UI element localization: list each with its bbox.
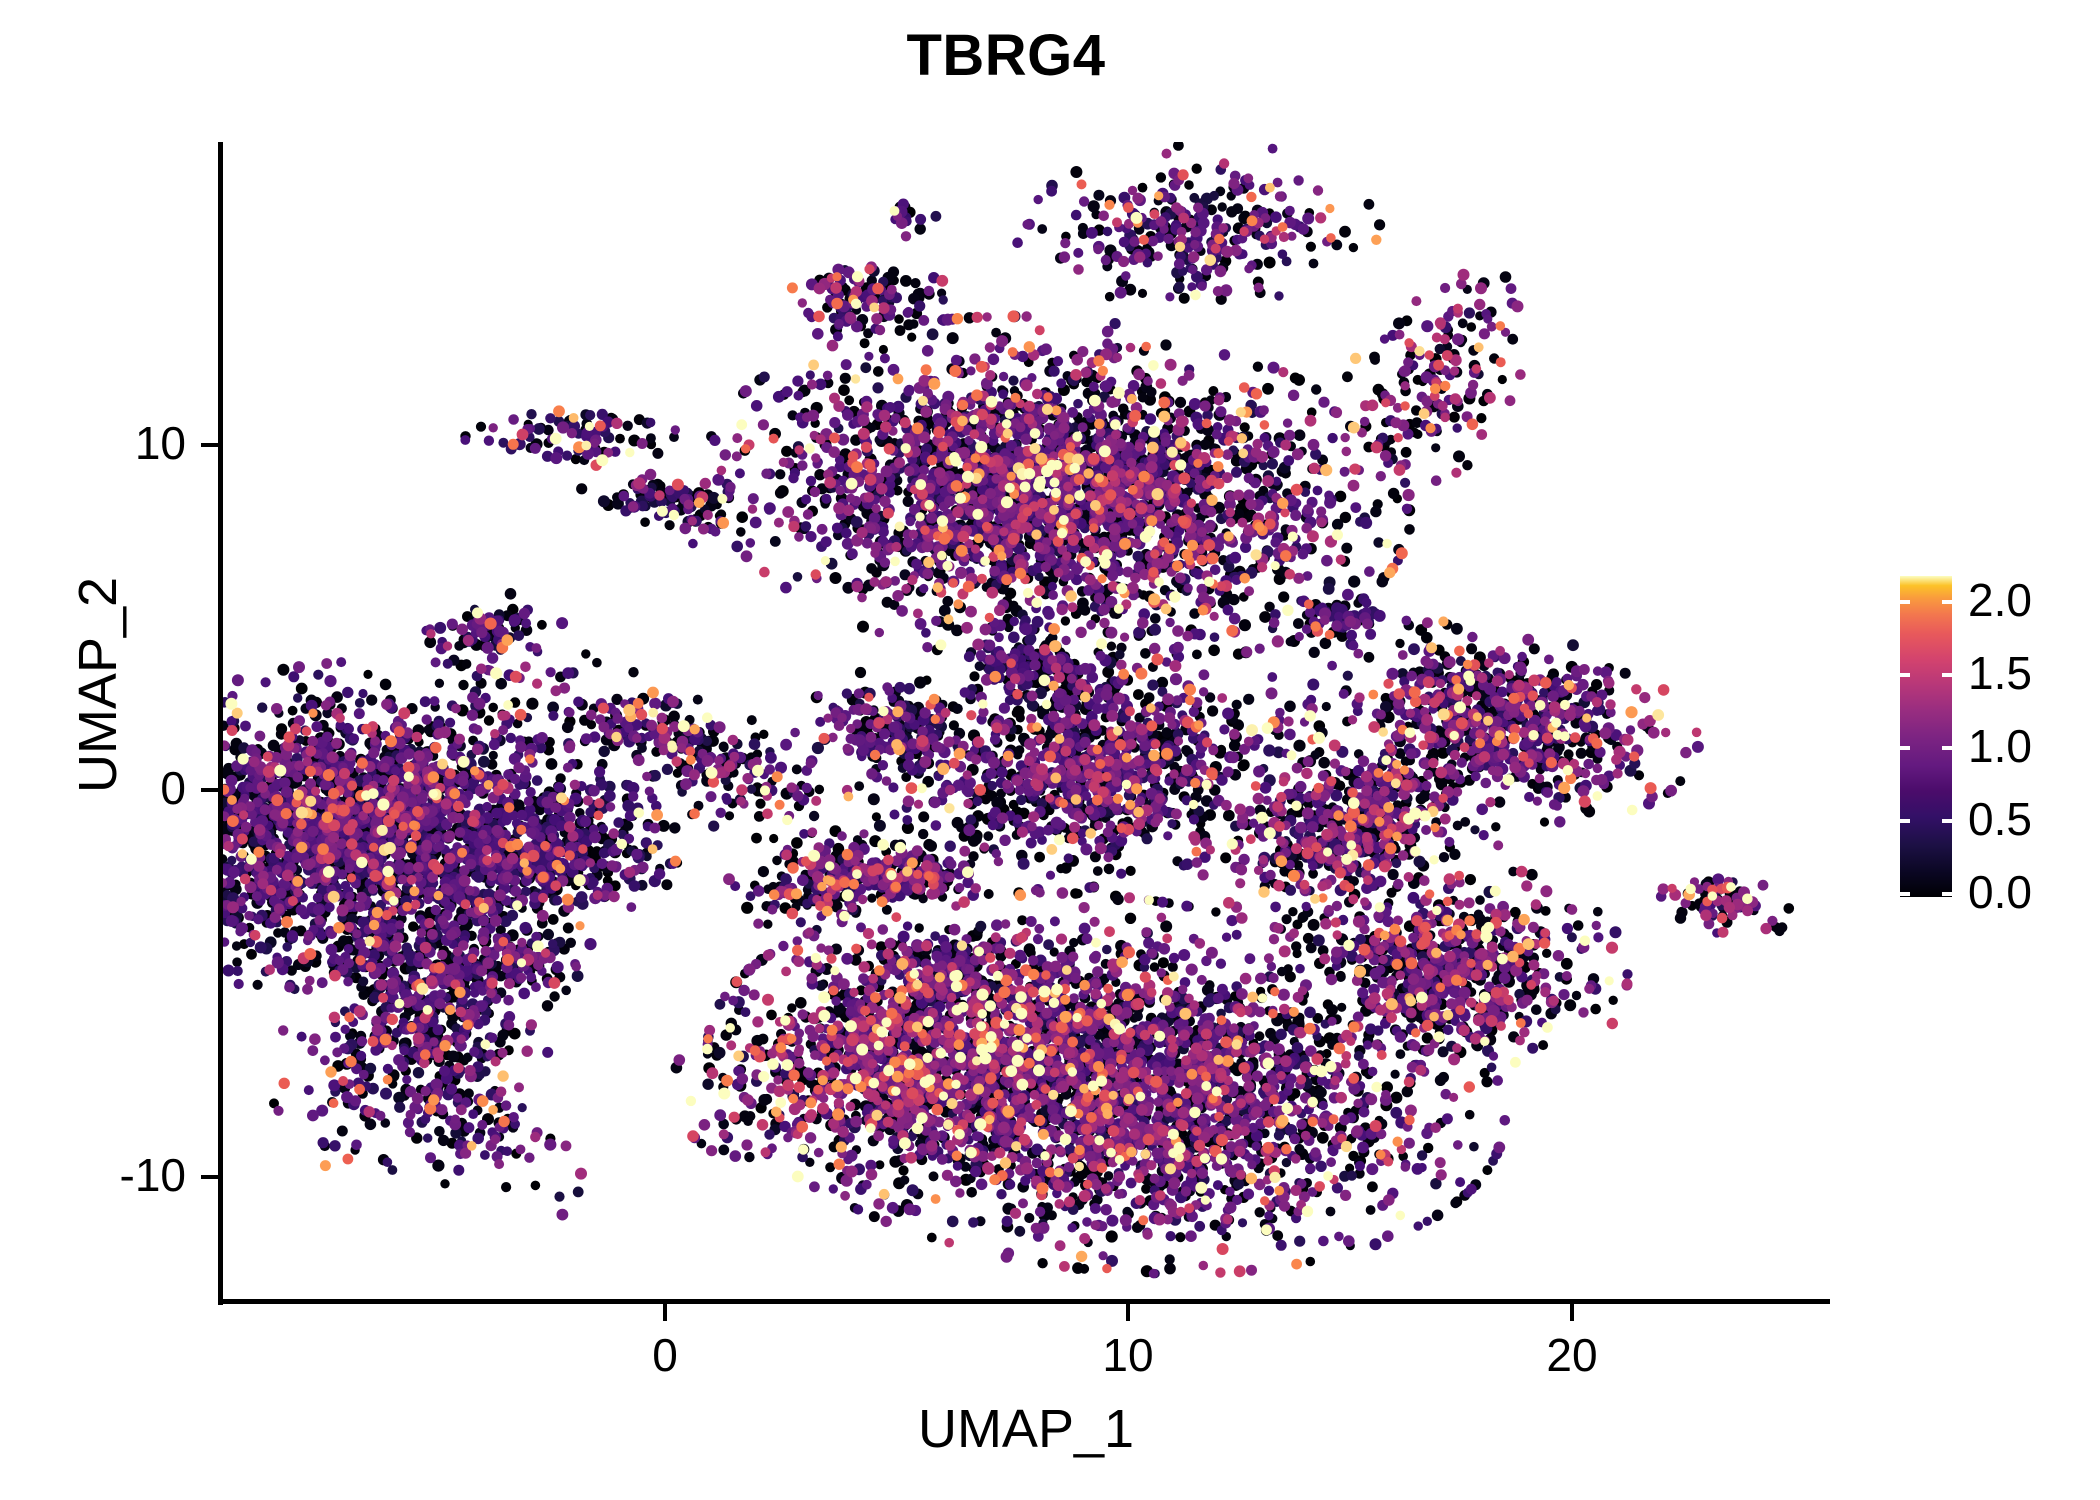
colorbar-label: 0.5 — [1968, 793, 2032, 845]
colorbar-tick — [1900, 673, 1910, 677]
y-tick-label: -10 — [119, 1149, 186, 1201]
x-tick-mark — [1126, 1304, 1130, 1321]
colorbar-tick — [1942, 892, 1952, 896]
y-tick-mark — [201, 1175, 218, 1179]
y-axis-label: UMAP_2 — [68, 576, 128, 794]
scatter-points-layer — [222, 142, 1830, 1301]
colorbar-tick — [1942, 600, 1952, 604]
colorbar-label: 0.0 — [1968, 866, 2032, 918]
colorbar-tick — [1900, 819, 1910, 823]
colorbar-tick — [1900, 892, 1910, 896]
colorbar-tick — [1942, 673, 1952, 677]
colorbar-label: 1.5 — [1968, 647, 2032, 699]
page-title: TBRG4 — [906, 23, 1106, 88]
x-tick-mark — [663, 1304, 667, 1321]
y-tick-mark — [201, 443, 218, 447]
colorbar-gradient — [1900, 576, 1952, 897]
scatter-svg — [222, 142, 1795, 1279]
x-tick-label: 0 — [652, 1329, 678, 1381]
y-tick-mark — [201, 788, 218, 792]
x-axis-line — [218, 1299, 1830, 1304]
colorbar-label: 2.0 — [1968, 574, 2032, 626]
x-tick-label: 10 — [1102, 1329, 1154, 1381]
x-tick-mark — [1570, 1304, 1574, 1321]
colorbar-tick — [1942, 746, 1952, 750]
y-axis-label-wrapper: UMAP_2 — [63, 105, 133, 1265]
y-axis-line — [218, 142, 223, 1305]
colorbar-tick — [1900, 746, 1910, 750]
y-tick-label: 0 — [160, 762, 186, 814]
x-axis-label: UMAP_1 — [917, 1399, 1135, 1459]
plot-panel — [222, 142, 1830, 1301]
y-tick-label: 10 — [134, 417, 186, 469]
x-tick-label: 20 — [1546, 1329, 1598, 1381]
colorbar-tick — [1942, 819, 1952, 823]
colorbar-label: 1.0 — [1968, 720, 2032, 772]
colorbar-tick — [1900, 600, 1910, 604]
